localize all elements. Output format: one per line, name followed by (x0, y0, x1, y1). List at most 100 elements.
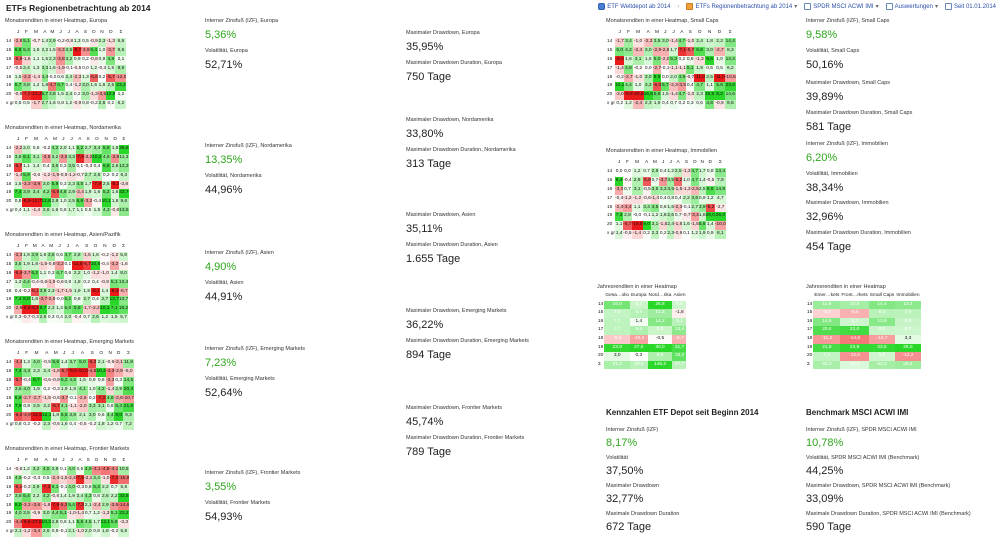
heatmap-cell: 3,9 (38, 287, 48, 297)
heatmap-cell: -6,7 (14, 162, 23, 172)
heatmap-cell: 0,7 (110, 483, 119, 493)
yearly-row: 18 -11,2 -14,6 -10,7 3,3 (806, 334, 921, 344)
heatmap-cell: 26,0 (714, 212, 726, 222)
row-header: 20 (6, 306, 12, 312)
kpi-item: Volatilität 37,50% (606, 455, 758, 477)
heatmap-cell: 2,9 (631, 176, 643, 186)
heatmap-cell: 11,3 (119, 153, 129, 163)
heatmap-cell: -0,5 (41, 358, 52, 368)
heatmap-cell: 2,3 (48, 55, 57, 65)
heatmap-cell: -3,7 (22, 269, 31, 279)
heatmap-cell: 2,5 (30, 403, 42, 413)
heatmap-cell: 8,0 (114, 412, 123, 422)
heatmap-cell: -3,8 (56, 55, 65, 65)
heatmap-cell: 1,5 (48, 46, 57, 56)
toolbar-item-weltdepot[interactable]: ETF Weltdepot ab 2014 (598, 3, 670, 10)
heatmap-cell: 9,0 (642, 221, 651, 231)
column-header: F (625, 160, 629, 165)
heatmap-cell: 1,8 (30, 260, 39, 270)
column-header: M (53, 351, 58, 356)
row-header: 17 (6, 386, 12, 392)
heatmap-cell: 3,6 (50, 162, 60, 172)
heatmap-cell: 1,8 (51, 412, 60, 422)
heatmap-cell: -1,4 (669, 91, 678, 101)
heatmap-cell: -2,1 (84, 474, 93, 484)
heatmap-cell: 1,4 (698, 176, 706, 186)
toolbar-label: Seit 01.01.2014 (953, 3, 996, 10)
heatmap-cell: 2,2 (100, 483, 111, 493)
row-header: 16 (607, 186, 613, 192)
column-header: J (70, 458, 73, 463)
kpi-label: Maximaler Drawdown, Small Caps (806, 80, 891, 86)
heatmap-cell: -1,8 (118, 260, 129, 270)
yearly-cell: 7,7 (604, 326, 631, 335)
heatmap-cell: 3,8 (48, 91, 57, 101)
heatmap-title: Monatsrenditen in einer Heatmap, Immobil… (606, 148, 717, 154)
toolbar-item-zeitraum[interactable]: Seit 01.01.2014 (944, 3, 996, 10)
heatmap-cell: -0,6 (30, 171, 42, 181)
toolbar-item-auswertungen[interactable]: Auswertungen ▾ (885, 3, 938, 10)
heatmap-cell: 6,8 (14, 394, 23, 404)
heatmap-cell: 2,3 (650, 230, 660, 240)
heatmap-cell: 3,0 (643, 46, 653, 56)
heatmap-cell: 1,5 (41, 55, 49, 65)
kpi-value: 581 Tage (806, 121, 852, 133)
heatmap-cell: 2,6 (667, 212, 675, 222)
row-header: 14 (6, 38, 12, 44)
heatmap-cell: 1,8 (30, 296, 39, 306)
heatmap-cell: 0,5 (75, 465, 85, 475)
heatmap-cell: 0,2 (106, 100, 116, 110)
heatmap-cell: 26,0 (705, 212, 715, 222)
heatmap-cell: -0,8 (47, 260, 56, 270)
column-header: Σ (122, 137, 126, 142)
heatmap-cell: 5,6 (118, 483, 130, 493)
heatmap-cell: 9,6 (119, 198, 129, 208)
column-header: A (80, 351, 85, 356)
column-header: N (707, 30, 712, 35)
heatmap-cell: -11,0 (694, 73, 705, 83)
heatmap-cell: 0,6 (63, 269, 72, 279)
heatmap-cell: 3,0 (87, 412, 97, 422)
heatmap-cell: -3,7 (38, 296, 48, 306)
heatmap-cell: -1,2 (90, 269, 101, 279)
heatmap-cell: 5,0 (63, 305, 72, 315)
heatmap-cell: 0,5 (14, 100, 23, 110)
heatmap-cell: -3,3 (22, 501, 31, 511)
heatmap-cell: 3,6 (14, 153, 23, 163)
heatmap-row: 15 8,4 -0,4 2,9 -5,8 0,7 -3,7 3,5 -5,2 1,0 4,7 1,4-… (606, 176, 726, 186)
heatmap-cell: 3,2 (64, 55, 74, 65)
toolbar-item-regionen[interactable]: ETFs Regionenbetrachtung ab 2014 ▾ (686, 3, 797, 10)
heatmap-row: 20 -2,0 -9,8 -20,5 16,6 5,8 1,5 -1,4 4,7 -1,0 2,3 1… (606, 91, 736, 101)
column-header: M (635, 160, 640, 165)
heatmap-cell: -1,6 (674, 221, 683, 231)
heatmap-cell: 3,8 (68, 412, 77, 422)
heatmap-cell: -8,7 (73, 46, 82, 56)
yearly-cell: 5,7 (895, 326, 921, 335)
heatmap-row: 19 7,4 8,8 1,8 -3,7 -2,9 -0,0 5,1 0,8 2,7 0,4 2,7 13… (5, 296, 129, 306)
heatmap-cell: 1,8 (41, 82, 49, 92)
row-header: 18 (6, 74, 12, 80)
heatmap-cell: 5,4 (67, 501, 76, 511)
heatmap-table: J F M A M J J A S O N D Σ 14 -2,8 5,1 -0,7 1,4 2,9 -0,2 -0,8… (5, 29, 127, 110)
heatmap-cell: 1,6 (30, 46, 42, 56)
heatmap-cell: -1,3 (106, 37, 116, 47)
heatmap-cell: 1,6 (90, 251, 101, 261)
heatmap-cell: 8,7 (30, 376, 42, 386)
heatmap-row: 17 -1,4 5,9 -0,6 -1,2 -1,9 -0,8 -1,2 -0,7 2,7 2,6 0… (5, 171, 129, 181)
heatmap-cell: -8,4 (615, 55, 625, 65)
heatmap-cell: -0,9 (51, 376, 60, 386)
heatmap-cell: 3,4 (642, 203, 651, 213)
column-header: A (645, 160, 649, 165)
column-header: D (708, 160, 712, 165)
heatmap-cell: 1,1 (75, 207, 84, 217)
toolbar-item-benchmark[interactable]: SPDR MSCI ACWI IMI ▾ (804, 3, 879, 10)
heatmap-cell: -1,8 (51, 367, 60, 377)
heatmap-cell: -5,2 (674, 176, 683, 186)
heatmap-cell: 3,4 (92, 474, 101, 484)
heatmap-cell: 2,5 (704, 73, 715, 83)
heatmap-cell: -1,0 (686, 91, 695, 101)
heatmap-row: 16 -6,4 -3,7 6,2 1,1 0,3 4,7 0,6 2,2 1,0 -1,2 -1,0 1… (5, 269, 129, 279)
kpi-item: Maximale Drawdown Duration, SPDR MSCI AC… (806, 511, 971, 533)
heatmap-cell: -4,5 (87, 367, 97, 377)
heatmap-cell: -1,4 (631, 230, 643, 240)
